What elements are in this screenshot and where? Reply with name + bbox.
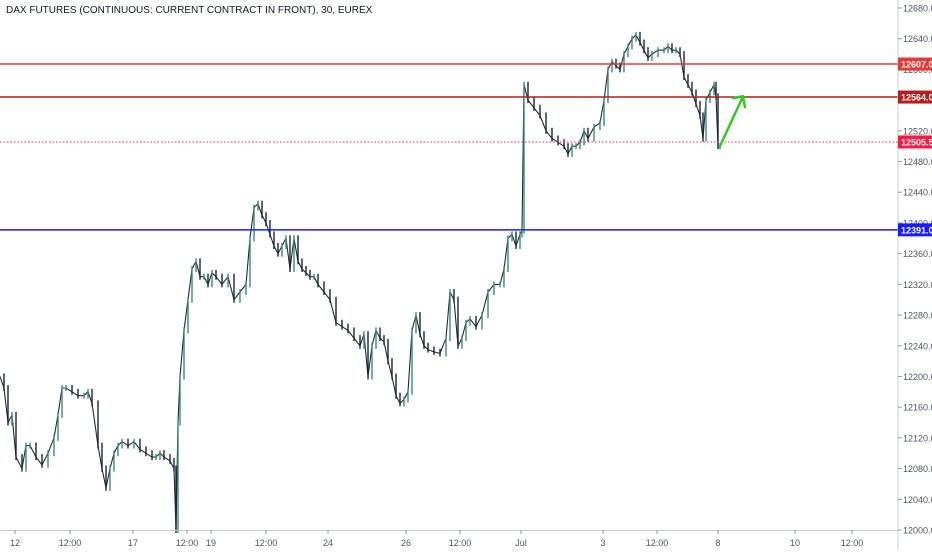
- price-series-line: [0, 34, 720, 531]
- y-tick-label: 12480.0: [903, 157, 932, 167]
- x-tick-label: 17: [128, 538, 138, 548]
- trend-arrow-shaft: [718, 95, 745, 148]
- x-tick-label: 12:00: [59, 538, 82, 548]
- chart-title: DAX FUTURES (CONTINUOUS: CURRENT CONTRAC…: [6, 5, 373, 16]
- level-label: 12391.0: [901, 225, 932, 235]
- x-tick-label: 19: [206, 538, 216, 548]
- level-label-bg: [898, 135, 932, 149]
- x-tick-label: 12:00: [646, 538, 669, 548]
- x-tick-label: 24: [323, 538, 333, 548]
- y-tick-label: 12160.0: [903, 403, 932, 413]
- level-label: 12505.5: [901, 137, 932, 147]
- level-label-bg: [898, 57, 932, 71]
- y-tick-label: 12120.0: [903, 433, 932, 443]
- trend-arrow-head: [731, 95, 747, 109]
- level-label: 12564.0: [901, 93, 932, 103]
- x-tick-label: 26: [401, 538, 411, 548]
- x-tick-label: 12:00: [841, 538, 864, 548]
- y-tick-label: 12280.0: [903, 311, 932, 321]
- x-tick-label: 12:00: [449, 538, 472, 548]
- y-tick-label: 12680.0: [903, 4, 932, 14]
- y-tick-label: 12240.0: [903, 341, 932, 351]
- y-tick-label: 12040.0: [903, 495, 932, 505]
- y-tick-label: 12200.0: [903, 372, 932, 382]
- x-tick-label: 8: [715, 538, 720, 548]
- y-tick-label: 12320.0: [903, 280, 932, 290]
- x-tick-label: Jul: [515, 538, 527, 548]
- y-tick-label: 12000.0: [903, 526, 932, 536]
- y-tick-label: 12360.0: [903, 249, 932, 259]
- y-tick-label: 12520.0: [903, 126, 932, 136]
- level-label-bg: [898, 223, 932, 237]
- x-tick-label: 12:00: [255, 538, 278, 548]
- x-tick-label: 3: [600, 538, 605, 548]
- level-label-bg: [898, 90, 932, 104]
- y-tick-label: 12640.0: [903, 34, 932, 44]
- level-label: 12607.0: [901, 60, 932, 70]
- y-tick-label: 12080.0: [903, 464, 932, 474]
- x-tick-label: 10: [790, 538, 800, 548]
- x-tick-label: 12: [10, 538, 20, 548]
- x-tick-label: 12:00: [176, 538, 199, 548]
- y-tick-label: 12440.0: [903, 188, 932, 198]
